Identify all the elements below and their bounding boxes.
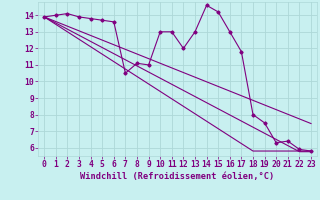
X-axis label: Windchill (Refroidissement éolien,°C): Windchill (Refroidissement éolien,°C) bbox=[80, 172, 275, 181]
